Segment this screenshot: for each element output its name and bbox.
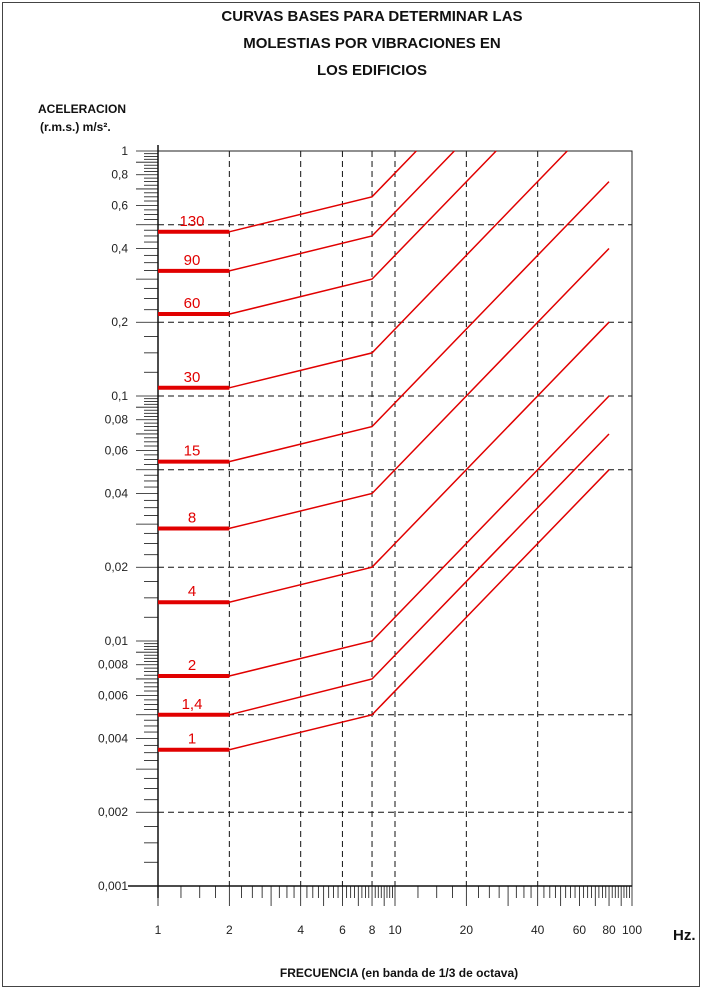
x-tick-label: 60 xyxy=(573,923,587,937)
curve-label: 90 xyxy=(184,252,201,269)
y-tick-label: 0,6 xyxy=(111,198,128,212)
x-tick-label: 10 xyxy=(388,923,402,937)
curve-label: 1,4 xyxy=(182,696,203,713)
y-tick-label: 0,1 xyxy=(111,389,128,403)
curve-1 xyxy=(158,469,610,751)
axes xyxy=(128,145,633,906)
y-tick-label: 0,8 xyxy=(111,168,128,182)
y-tick-label: 0,08 xyxy=(105,413,129,427)
curve-label: 8 xyxy=(188,509,196,526)
y-tick-label: 0,004 xyxy=(98,731,128,745)
y-tick-label: 0,04 xyxy=(105,486,129,500)
x-tick-label: 1 xyxy=(155,923,162,937)
x-axis-label: FRECUENCIA (en banda de 1/3 de octava) xyxy=(280,966,518,980)
x-tick-label: 2 xyxy=(226,923,233,937)
curve-label: 60 xyxy=(184,295,201,312)
y-tick-label: 0,001 xyxy=(98,879,128,893)
curve-label: 30 xyxy=(184,369,201,386)
x-tick-label: 6 xyxy=(339,923,346,937)
curves: 1 1,4 2 4 8 15 30 60 90 130 xyxy=(158,150,610,752)
y-tick-label: 0,2 xyxy=(111,315,128,329)
curve-2 xyxy=(158,395,610,677)
grid-lines xyxy=(158,151,632,886)
y-axis-label-line-1: ACELERACION xyxy=(38,102,126,116)
y-tick-label: 0,008 xyxy=(98,658,128,672)
curve-label: 2 xyxy=(188,657,196,674)
curve-label: 15 xyxy=(184,443,201,460)
y-tick-label: 0,06 xyxy=(105,443,129,457)
x-tick-label: 40 xyxy=(531,923,545,937)
y-tick-label: 1 xyxy=(121,144,128,158)
y-tick-label: 0,002 xyxy=(98,805,128,819)
y-axis-label-line-2: (r.m.s.) m/s². xyxy=(40,120,111,134)
y-tick-label: 0,02 xyxy=(105,560,129,574)
curve-label: 4 xyxy=(188,583,196,600)
x-tick-label: 80 xyxy=(602,923,616,937)
curve-label: 130 xyxy=(179,213,204,230)
y-tick-label: 0,01 xyxy=(105,634,129,648)
x-tick-label: 8 xyxy=(369,923,376,937)
tick-labels: 1 0,8 0,6 0,4 0,2 0,1 0,08 0,06 0,04 0,02 0,01 0,00… xyxy=(98,144,642,937)
x-tick-label: 100 xyxy=(622,923,642,937)
chart-title-line-1: CURVAS BASES PARA DETERMINAR LAS xyxy=(221,8,522,25)
y-tick-label: 0,006 xyxy=(98,688,128,702)
chart-title-line-2: MOLESTIAS POR VIBRACIONES EN xyxy=(243,35,501,52)
chart-title-line-3: LOS EDIFICIOS xyxy=(317,62,427,79)
curve-90 xyxy=(158,150,455,272)
x-axis-unit: Hz. xyxy=(673,927,696,944)
x-tick-label: 20 xyxy=(460,923,474,937)
y-tick-label: 0,4 xyxy=(111,241,128,255)
curve-label: 1 xyxy=(188,731,196,748)
curve-1-4 xyxy=(158,433,610,716)
x-tick-label: 4 xyxy=(297,923,304,937)
